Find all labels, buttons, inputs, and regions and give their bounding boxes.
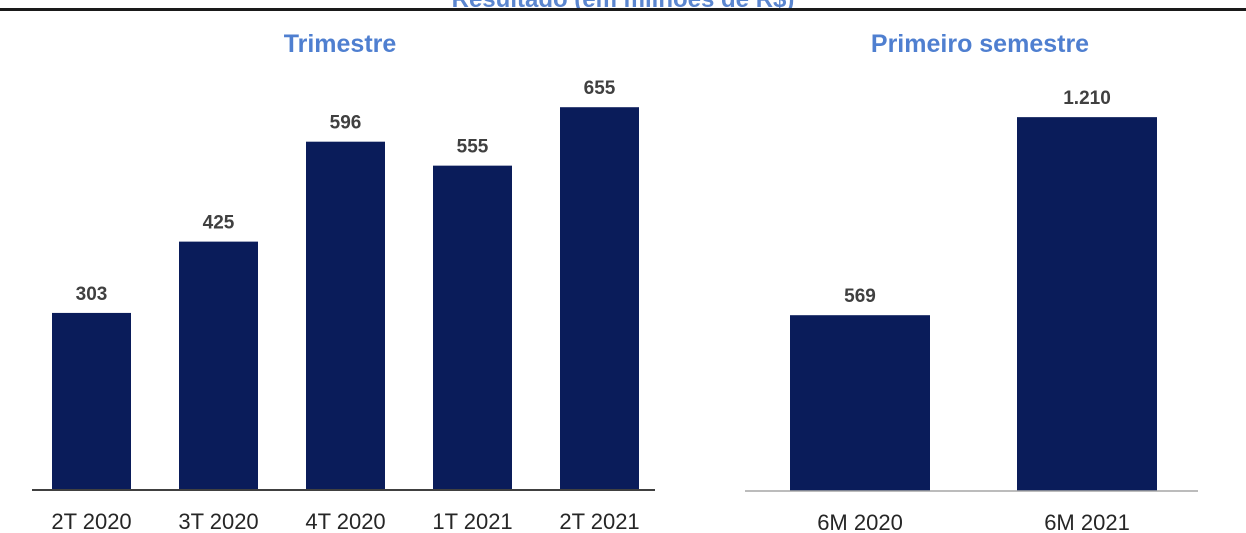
semester-value-label-1: 1.210 <box>1063 88 1111 109</box>
quarterly-value-label-2: 596 <box>330 113 362 134</box>
quarterly-category-label-1: 3T 2020 <box>178 509 258 533</box>
chart-header: Resultado (em milhões de R$) <box>0 0 1246 8</box>
quarterly-chart-title: Trimestre <box>283 30 397 58</box>
semester-bar-1 <box>1017 117 1157 492</box>
quarterly-category-label-0: 2T 2020 <box>51 509 131 533</box>
quarterly-value-label-0: 303 <box>76 284 108 305</box>
quarterly-value-label-1: 425 <box>203 213 235 234</box>
semester-bar-0 <box>790 315 930 491</box>
quarterly-value-label-4: 655 <box>584 78 616 99</box>
semester-category-label-1: 6M 2021 <box>1044 510 1130 533</box>
semester-chart-title: Primeiro semestre <box>870 30 1090 58</box>
quarterly-bar-1 <box>179 241 258 490</box>
semester-value-label-0: 569 <box>844 286 876 307</box>
semester-category-label-0: 6M 2020 <box>817 510 903 533</box>
quarterly-category-label-4: 2T 2021 <box>559 509 639 533</box>
quarterly-category-label-3: 1T 2021 <box>432 509 512 533</box>
top-rule <box>0 8 1246 11</box>
quarterly-category-label-2: 4T 2020 <box>305 509 385 533</box>
header-clip: Resultado (em milhões de R$) <box>0 0 1246 8</box>
quarterly-value-label-3: 555 <box>457 137 489 158</box>
quarterly-bar-3 <box>433 165 512 490</box>
quarterly-bar-4 <box>560 107 639 490</box>
quarterly-bar-0 <box>52 312 131 490</box>
quarterly-bar-2 <box>306 141 385 491</box>
